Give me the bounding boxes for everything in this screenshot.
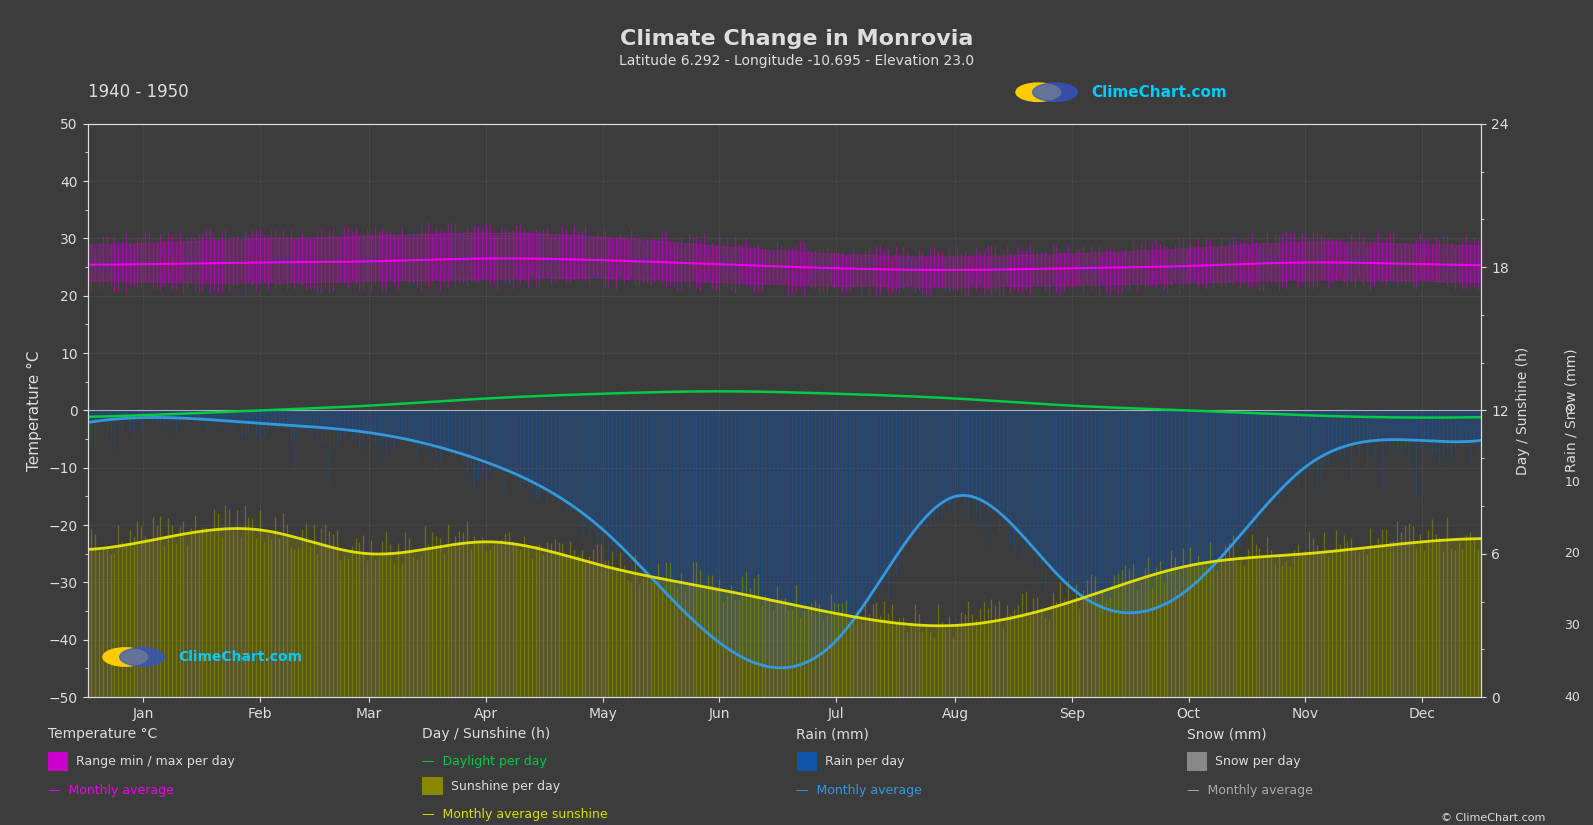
Y-axis label: Temperature °C: Temperature °C	[27, 350, 41, 471]
Text: —  Monthly average sunshine: — Monthly average sunshine	[422, 808, 609, 822]
Circle shape	[104, 648, 148, 666]
Text: —  Monthly average: — Monthly average	[796, 784, 922, 797]
Text: ClimeChart.com: ClimeChart.com	[1091, 85, 1227, 100]
Text: Day / Sunshine (h): Day / Sunshine (h)	[422, 728, 551, 742]
Circle shape	[1032, 83, 1077, 101]
Text: Rain (mm): Rain (mm)	[796, 728, 870, 742]
Text: —  Monthly average: — Monthly average	[48, 784, 174, 797]
Text: 20: 20	[1564, 547, 1580, 560]
Circle shape	[119, 648, 164, 666]
Circle shape	[1016, 83, 1061, 101]
Text: © ClimeChart.com: © ClimeChart.com	[1440, 813, 1545, 823]
Text: 40: 40	[1564, 691, 1580, 704]
Text: Latitude 6.292 - Longitude -10.695 - Elevation 23.0: Latitude 6.292 - Longitude -10.695 - Ele…	[620, 54, 973, 68]
Text: Rain per day: Rain per day	[825, 755, 905, 768]
Text: Temperature °C: Temperature °C	[48, 728, 158, 742]
Text: Snow per day: Snow per day	[1215, 755, 1301, 768]
Text: 1940 - 1950: 1940 - 1950	[88, 82, 188, 101]
Text: Climate Change in Monrovia: Climate Change in Monrovia	[620, 29, 973, 49]
Text: Range min / max per day: Range min / max per day	[76, 755, 236, 768]
Text: 30: 30	[1564, 619, 1580, 632]
Text: 10: 10	[1564, 475, 1580, 488]
Text: ClimeChart.com: ClimeChart.com	[178, 650, 303, 664]
Text: —  Daylight per day: — Daylight per day	[422, 755, 546, 768]
Text: Sunshine per day: Sunshine per day	[451, 780, 561, 793]
Text: 0: 0	[1564, 404, 1572, 417]
Text: —  Monthly average: — Monthly average	[1187, 784, 1313, 797]
Text: Snow (mm): Snow (mm)	[1187, 728, 1266, 742]
Y-axis label: Day / Sunshine (h)


Rain / Snow (mm): Day / Sunshine (h) Rain / Snow (mm)	[1517, 346, 1579, 474]
